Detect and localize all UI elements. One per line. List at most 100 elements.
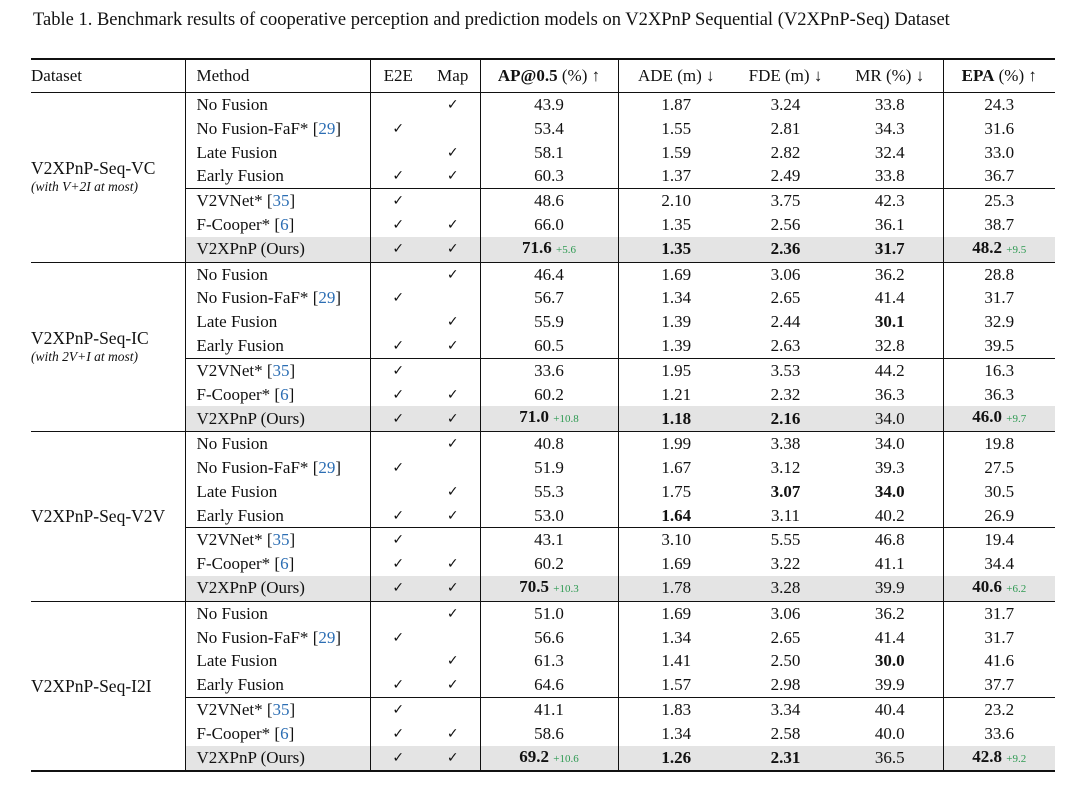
e2e-cell: ✓ (370, 213, 426, 237)
map-cell: ✓ (426, 333, 481, 359)
check-icon: ✓ (392, 532, 405, 549)
ap-value: 33.6 (534, 360, 564, 380)
method-cell: V2VNet* [35] (185, 357, 371, 383)
epa-value: 34.4 (984, 554, 1015, 574)
fde-value: 2.31 (770, 748, 801, 768)
ade-cell: 1.59 (618, 141, 734, 165)
e2e-cell: ✓ (370, 406, 426, 432)
ade-value: 1.41 (661, 651, 692, 671)
epa-cell: 26.9 (943, 504, 1055, 528)
dataset-group: V2XPnP-Seq-I2I No Fusion ✓ 51.0 1.69 3.06 36.2… (31, 601, 1055, 772)
epa-value: 31.6 (984, 118, 1015, 138)
mr-value: 33.8 (874, 166, 905, 186)
ade-cell: 3.10 (618, 527, 734, 553)
method-cell: No Fusion-FaF* [29] (185, 625, 371, 650)
fde-value: 3.53 (770, 360, 801, 380)
epa-cell: 48.2 +9.5 (943, 236, 1055, 263)
map-cell: ✓ (426, 479, 481, 504)
method-cell: No Fusion-FaF* [29] (185, 286, 371, 311)
mr-value: 46.8 (874, 530, 905, 550)
check-icon: ✓ (392, 120, 405, 137)
method-name: V2VNet* (196, 530, 263, 550)
epa-value: 19.8 (984, 434, 1015, 454)
fde-value: 2.65 (770, 627, 801, 647)
epa-value: 38.7 (984, 214, 1015, 234)
method-name: No Fusion (196, 264, 268, 284)
fde-cell: 2.58 (734, 722, 837, 746)
fde-value: 2.49 (770, 166, 801, 186)
e2e-cell: ✓ (370, 626, 426, 650)
e2e-cell (370, 601, 426, 625)
fde-cell: 2.98 (734, 673, 837, 697)
mr-cell: 32.4 (837, 140, 944, 165)
header-mr: MR (%) ↓ (837, 59, 944, 93)
ade-value: 1.59 (661, 142, 692, 162)
mr-value: 36.2 (874, 603, 905, 623)
dataset-name: V2XPnP-Seq-IC (31, 327, 149, 348)
dataset-cell: V2XPnP-Seq-I2I (31, 601, 186, 772)
e2e-cell: ✓ (370, 575, 426, 602)
e2e-cell: ✓ (370, 722, 426, 746)
ap-cell: 48.6 (480, 188, 619, 213)
fde-cell: 3.12 (734, 456, 837, 480)
mr-cell: 36.5 (837, 745, 944, 772)
mr-cell: 40.0 (837, 721, 944, 746)
dataset-group: V2XPnP-Seq-V2V No Fusion ✓ 40.8 1.99 3.38 34.0… (31, 431, 1055, 602)
ap-value: 71.0 (519, 407, 550, 427)
ap-value: 53.4 (534, 118, 564, 138)
gain-badge: +9.7 (1006, 413, 1027, 426)
ap-cell: 51.9 (480, 455, 619, 480)
fde-value: 2.50 (770, 651, 801, 671)
ap-value: 48.6 (534, 191, 564, 211)
fde-value: 2.32 (770, 384, 801, 404)
ade-value: 1.55 (661, 118, 692, 138)
ade-cell: 1.37 (618, 164, 734, 188)
check-icon: ✓ (446, 507, 459, 524)
header-ap: AP@0.5 (%) ↑ (480, 59, 619, 93)
ap-value: 53.0 (534, 505, 564, 525)
mr-value: 30.0 (874, 651, 905, 671)
benchmark-table: Dataset Method E2E Map AP@0.5 (%) ↑ ADE … (31, 58, 1055, 772)
check-icon: ✓ (392, 459, 405, 476)
gain-badge: +6.2 (1006, 582, 1027, 595)
mr-cell: 42.3 (837, 188, 944, 213)
gain-badge: +10.8 (553, 413, 579, 426)
epa-cell: 32.9 (943, 310, 1055, 334)
mr-value: 34.0 (874, 481, 905, 501)
ade-value: 3.10 (661, 530, 692, 550)
ade-cell: 1.69 (618, 601, 734, 625)
epa-value: 26.9 (984, 505, 1015, 525)
method-name: V2XPnP (Ours) (196, 748, 305, 768)
epa-value: 23.2 (984, 699, 1015, 719)
ap-cell: 53.0 (480, 503, 619, 528)
table-row: Early Fusion ✓ ✓ 60.5 1.39 2.63 32.8 39.5 (31, 333, 1055, 359)
fde-cell: 2.56 (734, 213, 837, 237)
method-name: F-Cooper* (196, 384, 271, 404)
map-cell: ✓ (426, 140, 481, 165)
epa-value: 39.5 (984, 335, 1015, 355)
map-cell: ✓ (426, 310, 481, 334)
map-cell (426, 357, 481, 383)
epa-value: 19.4 (984, 530, 1015, 550)
ade-value: 1.64 (661, 505, 692, 525)
epa-cell: 33.0 (943, 141, 1055, 165)
ade-cell: 1.34 (618, 722, 734, 746)
fde-cell: 2.63 (734, 334, 837, 358)
fde-value: 2.36 (770, 239, 801, 259)
ap-cell: 53.4 (480, 116, 619, 141)
ade-cell: 1.69 (618, 552, 734, 576)
table-row: V2XPnP-Seq-V2V No Fusion ✓ 40.8 1.99 3.38 34.0… (31, 431, 1055, 602)
ade-value: 1.67 (661, 457, 692, 477)
fde-value: 3.34 (770, 699, 801, 719)
e2e-cell: ✓ (370, 552, 426, 576)
table-row: No Fusion-FaF* [29] ✓ 56.6 1.34 2.65 41.4 31.7 (31, 625, 1055, 650)
method-name: V2XPnP (Ours) (196, 239, 305, 259)
fde-value: 2.65 (770, 288, 801, 308)
epa-cell: 31.7 (943, 626, 1055, 650)
mr-cell: 32.8 (837, 333, 944, 359)
fde-cell: 3.53 (734, 357, 837, 383)
epa-value: 33.6 (984, 723, 1015, 743)
ap-value: 43.9 (534, 95, 564, 114)
fde-cell: 2.65 (734, 626, 837, 650)
mr-value: 36.2 (874, 264, 905, 284)
